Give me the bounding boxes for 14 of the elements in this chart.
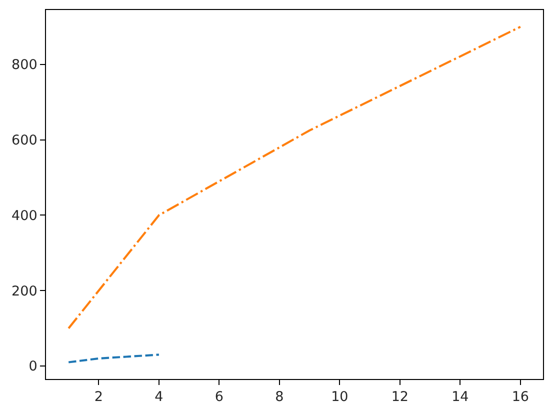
x-tick-label: 16 [512,389,530,406]
x-tick-label: 2 [94,389,104,406]
x-tick-label: 14 [452,389,469,406]
x-tick-label: 4 [154,389,164,406]
x-tick-label: 12 [391,389,409,406]
y-tick-label: 600 [12,132,38,149]
y-tick-label: 200 [12,283,38,300]
y-tick-label: 0 [28,358,38,375]
y-tick-label: 400 [12,208,38,224]
line-series [68,26,522,330]
x-tick-label: 10 [331,389,348,406]
x-tick-label: 8 [275,389,284,406]
x-tick-label: 6 [214,389,224,406]
y-tick-label: 800 [12,57,38,74]
